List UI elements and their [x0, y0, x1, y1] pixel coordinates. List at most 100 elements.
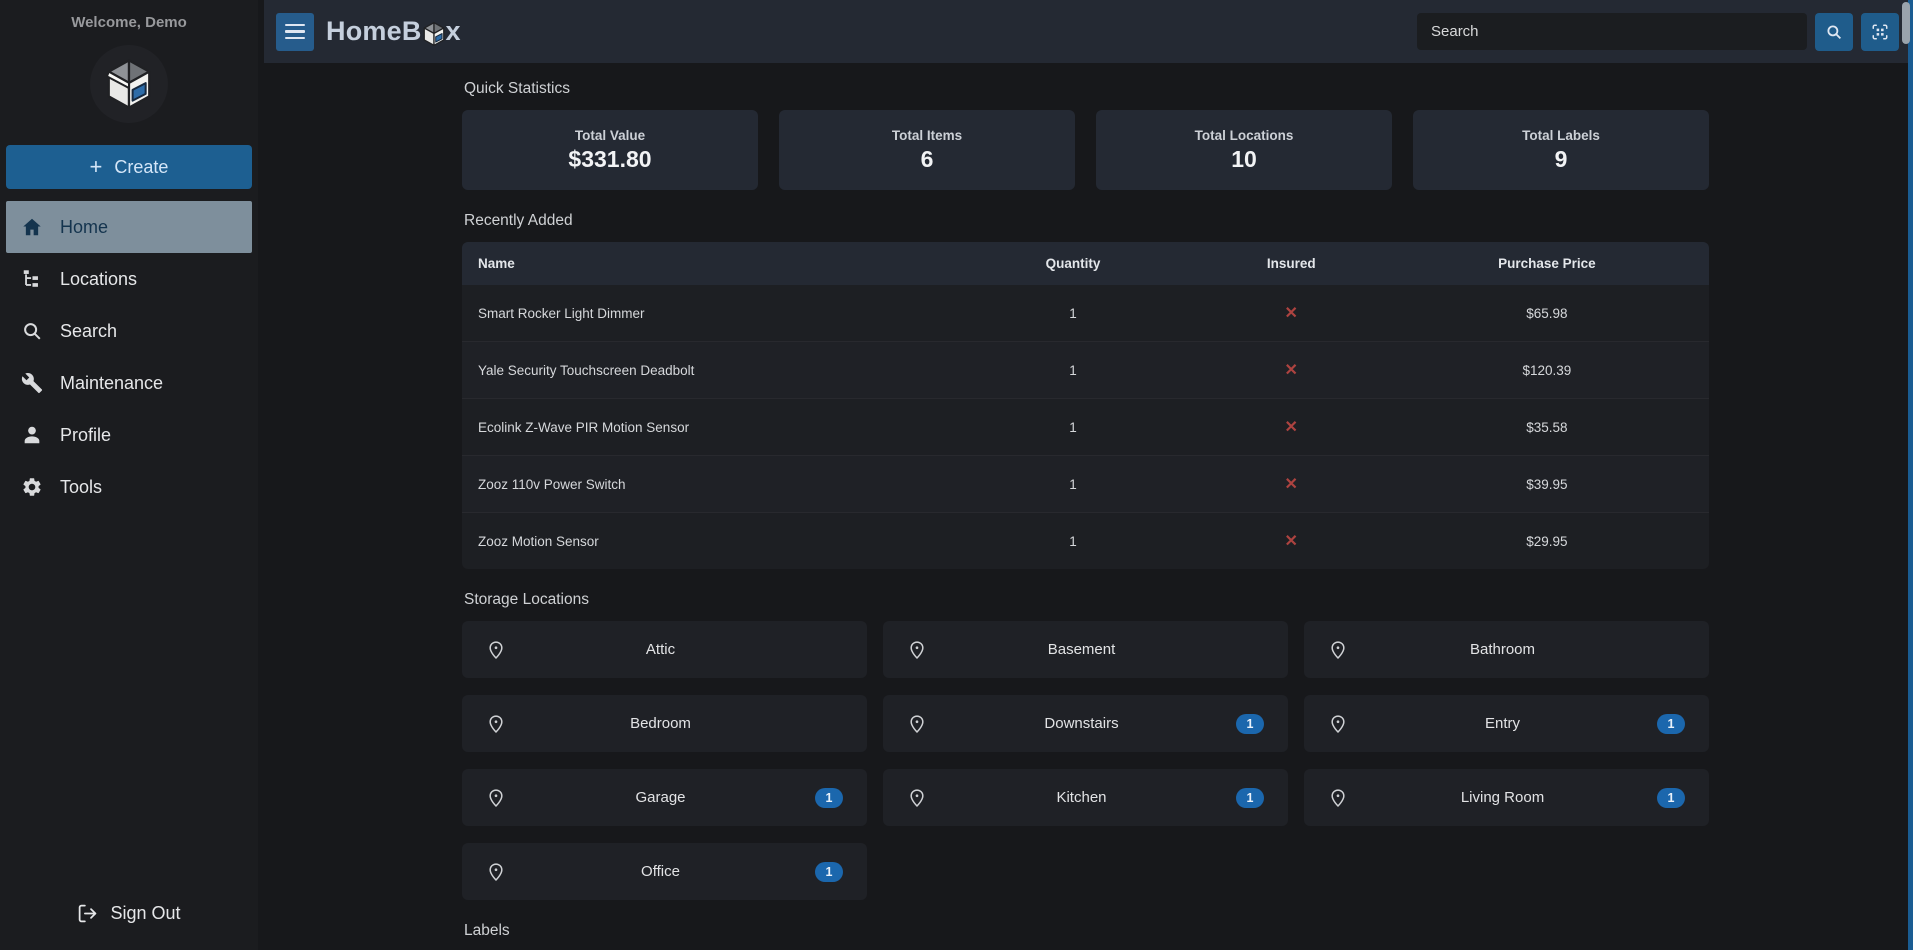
tree-icon	[20, 267, 44, 291]
stat-label: Total Labels	[1522, 127, 1600, 143]
box-icon	[423, 21, 444, 46]
stat-label: Total Locations	[1194, 127, 1294, 143]
table-row[interactable]: Zooz 110v Power Switch 1 ✕ $39.95	[462, 455, 1709, 513]
item-price: $29.95	[1384, 512, 1709, 569]
menu-button[interactable]	[276, 12, 314, 51]
location-card[interactable]: Downstairs 1	[883, 695, 1288, 752]
sidebar-item-tools[interactable]: Tools	[6, 461, 252, 513]
location-card[interactable]: Basement 0	[883, 621, 1288, 678]
table-row[interactable]: Ecolink Z-Wave PIR Motion Sensor 1 ✕ $35…	[462, 398, 1709, 456]
main-area: HomeB x	[258, 0, 1913, 950]
stat-label: Total Items	[891, 127, 963, 143]
location-count-badge: 1	[1657, 713, 1685, 734]
sidebar: Welcome, Demo + Create Home	[0, 0, 258, 950]
sidebar-item-maintenance[interactable]: Maintenance	[6, 357, 252, 409]
location-name: Bedroom	[630, 715, 691, 732]
stat-value: 6	[920, 145, 934, 172]
item-price: $65.98	[1526, 305, 1568, 321]
locations-grid: Attic 0 Basement 0 Bathroom 0	[462, 621, 1709, 900]
quick-statistics-title: Quick Statistics	[464, 80, 570, 97]
item-quantity: 1	[948, 398, 1198, 456]
map-pin-icon	[1328, 639, 1348, 661]
gear-icon	[20, 475, 44, 499]
location-count-badge: 1	[815, 787, 843, 808]
map-pin-icon	[907, 639, 927, 661]
sidebar-item-label: Maintenance	[60, 372, 164, 393]
location-name: Bathroom	[1469, 641, 1536, 658]
column-header-purchase-price: Purchase Price	[1384, 242, 1709, 285]
stat-card: Total Value $331.80	[462, 110, 758, 190]
table-row[interactable]: Zooz Motion Sensor 1 ✕ $29.95	[462, 512, 1709, 569]
stats-row: Total Value $331.80 Total Items 6 Total …	[462, 110, 1709, 190]
item-price: $39.95	[1384, 455, 1709, 513]
hamburger-icon	[285, 23, 305, 27]
sidebar-nav: Home Locations Search	[0, 201, 258, 513]
app-title: HomeB x	[326, 16, 461, 46]
sidebar-item-label: Search	[60, 320, 118, 341]
sign-out-label: Sign Out	[110, 903, 181, 923]
wrench-icon	[20, 371, 44, 395]
page-content: Quick Statistics Total Value $331.80 Tot…	[258, 63, 1913, 950]
map-pin-icon	[1328, 713, 1348, 735]
stat-card: Total Labels 9	[1413, 110, 1709, 190]
stat-label: Total Value	[574, 127, 646, 143]
home-icon	[20, 215, 44, 239]
location-count-badge: 1	[1236, 713, 1264, 734]
sign-out-button[interactable]: Sign Out	[0, 893, 258, 934]
table-row[interactable]: Yale Security Touchscreen Deadbolt 1 ✕ $…	[462, 341, 1709, 399]
search-input[interactable]	[1417, 13, 1807, 50]
item-name: Zooz Motion Sensor	[462, 512, 949, 569]
location-name: Basement	[1047, 641, 1116, 658]
storage-locations-title: Storage Locations	[464, 591, 589, 608]
location-name: Entry	[1484, 715, 1520, 732]
location-card[interactable]: Office 1	[462, 843, 867, 900]
item-quantity: 1	[948, 455, 1198, 513]
stat-value: 10	[1231, 145, 1257, 172]
labels-title: Labels	[464, 922, 510, 939]
location-card[interactable]: Bathroom 0	[1304, 621, 1709, 678]
stat-value: 9	[1554, 145, 1568, 172]
location-card[interactable]: Garage 1	[462, 769, 867, 826]
location-card[interactable]: Bedroom 0	[462, 695, 867, 752]
sidebar-item-profile[interactable]: Profile	[6, 409, 252, 461]
logout-icon	[77, 903, 98, 924]
item-quantity: 1	[948, 512, 1198, 569]
person-icon	[20, 423, 44, 447]
table-row[interactable]: Smart Rocker Light Dimmer 1 ✕ $65.98	[462, 285, 1709, 342]
map-pin-icon	[486, 861, 506, 883]
not-insured-icon: ✕	[1284, 305, 1298, 322]
search-icon	[1827, 24, 1842, 39]
location-card[interactable]: Kitchen 1	[883, 769, 1288, 826]
map-pin-icon	[1328, 787, 1348, 809]
map-pin-icon	[486, 639, 506, 661]
sidebar-item-label: Tools	[60, 476, 103, 497]
sidebar-item-locations[interactable]: Locations	[6, 253, 252, 305]
location-name: Attic	[645, 641, 676, 658]
location-name: Living Room	[1460, 789, 1545, 806]
scrollbar-track[interactable]	[1908, 0, 1913, 950]
sidebar-item-label: Locations	[60, 268, 138, 289]
item-name: Yale Security Touchscreen Deadbolt	[462, 341, 949, 399]
create-button-label: Create	[114, 156, 169, 177]
qr-scan-button[interactable]	[1861, 12, 1899, 51]
search-submit-button[interactable]	[1815, 12, 1853, 51]
search-icon	[20, 319, 44, 343]
location-name: Garage	[635, 789, 686, 806]
location-name: Office	[641, 863, 680, 880]
top-header: HomeB x	[264, 0, 1913, 63]
sidebar-item-home[interactable]: Home	[6, 201, 252, 253]
stat-value: $331.80	[568, 145, 652, 172]
location-card[interactable]: Entry 1	[1304, 695, 1709, 752]
item-price: $120.39	[1384, 341, 1709, 399]
map-pin-icon	[486, 713, 506, 735]
sidebar-item-search[interactable]: Search	[6, 305, 252, 357]
stat-card: Total Locations 10	[1096, 110, 1392, 190]
location-count-badge: 1	[1657, 787, 1685, 808]
location-card[interactable]: Attic 0	[462, 621, 867, 678]
location-card[interactable]: Living Room 1	[1304, 769, 1709, 826]
map-pin-icon	[907, 787, 927, 809]
plus-icon: +	[89, 154, 103, 179]
create-button[interactable]: + Create	[6, 145, 252, 189]
column-header-insured: Insured	[1197, 242, 1385, 285]
scrollbar-thumb[interactable]	[1902, 2, 1910, 44]
